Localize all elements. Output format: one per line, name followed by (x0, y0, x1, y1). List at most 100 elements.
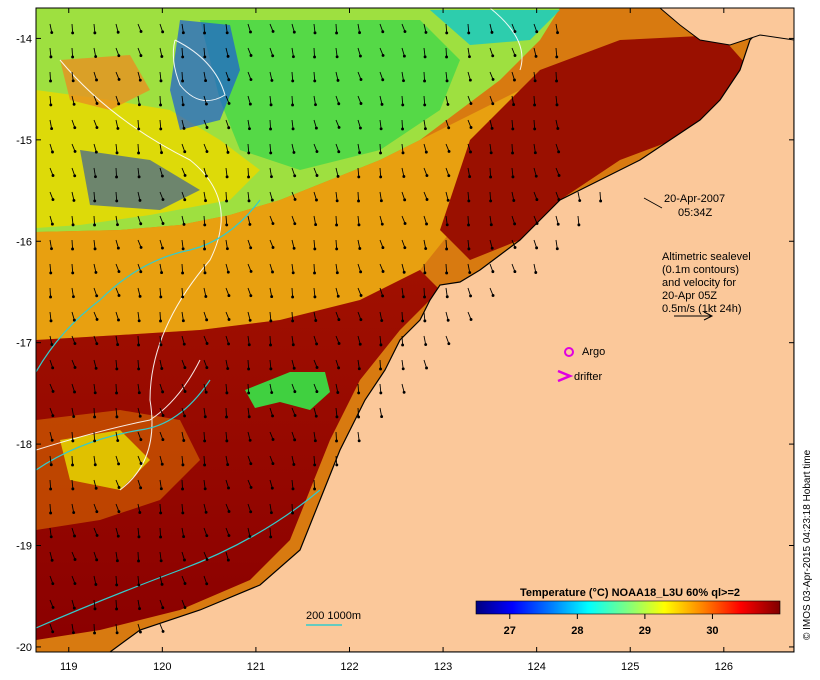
lat-tick-label: -19 (16, 541, 32, 553)
velocity-arrow (489, 215, 492, 225)
velocity-arrow-head (115, 175, 119, 179)
velocity-arrow-head (271, 54, 275, 58)
velocity-arrow (49, 527, 52, 537)
velocity-arrow-head (49, 511, 53, 515)
velocity-arrow-head (182, 439, 186, 442)
velocity-arrow (93, 23, 96, 33)
velocity-arrow-head (73, 390, 76, 394)
velocity-arrow (291, 335, 294, 345)
velocity-arrow-head (203, 247, 206, 251)
velocity-arrow-head (249, 246, 253, 250)
lat-tick-label: -15 (16, 135, 32, 147)
velocity-arrow-head (138, 607, 142, 611)
velocity-arrow-head (380, 319, 384, 322)
velocity-arrow-head (315, 198, 318, 202)
velocity-arrow-head (336, 78, 340, 82)
velocity-arrow-head (117, 462, 121, 466)
velocity-arrow-head (115, 151, 119, 155)
velocity-arrow (533, 143, 536, 153)
velocity-arrow-head (313, 487, 317, 491)
velocity-arrow (357, 191, 359, 201)
velocity-arrow-head (248, 222, 252, 226)
cyan-sst-patch (430, 10, 560, 45)
velocity-arrow (489, 191, 492, 201)
velocity-arrow-head (161, 390, 165, 394)
velocity-arrow-head (160, 174, 164, 178)
velocity-arrow (335, 191, 338, 201)
velocity-arrow-head (205, 366, 209, 370)
velocity-arrow-head (534, 54, 538, 58)
velocity-arrow-head (117, 510, 121, 514)
velocity-arrow-head (51, 198, 55, 201)
velocity-arrow-head (94, 486, 98, 490)
mainland (108, 8, 794, 652)
lon-tick-label: 122 (340, 661, 358, 673)
velocity-arrow-head (315, 366, 319, 369)
velocity-arrow (49, 95, 52, 105)
velocity-arrow-head (226, 558, 230, 562)
velocity-arrow-head (379, 199, 383, 203)
velocity-arrow-head (51, 582, 55, 586)
velocity-arrow-head (357, 199, 360, 203)
velocity-arrow (335, 263, 338, 273)
velocity-arrow-head (468, 78, 472, 82)
velocity-arrow-head (182, 342, 186, 346)
velocity-arrow-head (401, 319, 405, 323)
velocity-arrow (115, 335, 119, 345)
velocity-arrow-head (577, 223, 581, 227)
velocity-arrow-head (292, 150, 296, 154)
velocity-arrow-head (51, 414, 55, 418)
velocity-arrow-head (72, 198, 76, 202)
isobath-contours (36, 199, 321, 629)
velocity-arrow-head (315, 342, 319, 346)
velocity-arrow (137, 359, 140, 369)
velocity-arrow (401, 71, 404, 81)
velocity-arrow (357, 359, 360, 369)
velocity-arrow-head (491, 54, 495, 58)
velocity-arrow-head (71, 295, 75, 299)
warm-sst-band-ne (440, 35, 760, 260)
velocity-arrow-head (379, 391, 383, 395)
velocity-arrow-head (51, 630, 55, 634)
velocity-arrow-head (204, 174, 208, 178)
velocity-arrow (181, 47, 184, 57)
velocity-arrow (93, 455, 96, 465)
velocity-arrow (357, 143, 361, 153)
velocity-arrow-head (513, 222, 517, 226)
velocity-arrow-head (358, 342, 362, 346)
velocity-arrow-head (160, 462, 164, 466)
velocity-arrow (181, 71, 184, 81)
velocity-arrow (401, 287, 404, 297)
velocity-arrow (599, 191, 602, 201)
velocity-arrow-head (335, 55, 339, 59)
velocity-arrow-head (137, 559, 140, 563)
velocity-arrow (115, 599, 118, 609)
velocity-arrow (181, 287, 184, 297)
velocity-arrow (203, 431, 206, 441)
velocity-arrow (313, 95, 316, 105)
velocity-arrow-head (95, 558, 99, 562)
velocity-arrow (181, 95, 184, 105)
velocity-arrow (93, 167, 96, 177)
velocity-arrow-head (358, 247, 362, 250)
velocity-arrow-head (293, 174, 297, 178)
velocity-arrow (291, 311, 294, 321)
velocity-arrow-head (71, 223, 75, 227)
velocity-arrow-head (293, 438, 297, 442)
velocity-arrow (269, 527, 272, 537)
altimetry-note-2: (0.1m contours) (662, 264, 739, 276)
velocity-arrow-head (115, 415, 119, 419)
velocity-arrow-head (225, 175, 229, 179)
velocity-arrow-head (116, 126, 120, 130)
velocity-arrow-head (181, 247, 185, 251)
velocity-arrow (115, 551, 118, 561)
velocity-arrow-head (73, 149, 77, 153)
velocity-arrow-head (49, 295, 53, 299)
velocity-arrow-head (203, 223, 207, 227)
velocity-arrow-head (381, 246, 385, 250)
velocity-arrow-head (225, 199, 229, 203)
velocity-arrow (291, 119, 294, 129)
velocity-arrow (71, 239, 74, 249)
velocity-arrow (423, 47, 426, 57)
velocity-arrow-head (513, 30, 517, 33)
